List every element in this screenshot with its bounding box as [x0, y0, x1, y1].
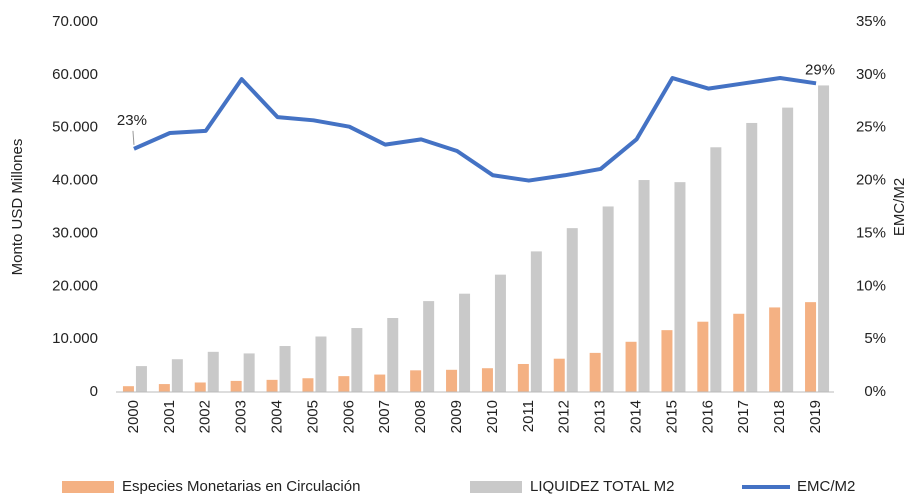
bar [158, 384, 170, 392]
x-tick-label: 2006 [340, 400, 357, 433]
x-tick-label: 2001 [161, 400, 178, 433]
x-tick-label: 2004 [269, 400, 286, 433]
x-tick-label: 2010 [484, 400, 501, 433]
x-tick-label: 2018 [771, 400, 788, 433]
bar [266, 379, 278, 392]
bar [315, 336, 327, 392]
bar [374, 374, 386, 392]
y2-tick-label: 10% [856, 277, 886, 294]
legend-label: LIQUIDEZ TOTAL M2 [530, 478, 674, 495]
bar [710, 147, 722, 392]
bar [638, 180, 650, 392]
x-tick-label: 2002 [197, 400, 214, 433]
bar [410, 370, 422, 392]
x-tick-label: 2013 [592, 400, 609, 433]
legend-label: Especies Monetarias en Circulación [122, 478, 360, 495]
bar [302, 378, 314, 392]
legend-swatch [470, 481, 522, 493]
bar [805, 302, 817, 392]
bar [338, 376, 350, 392]
bar [697, 321, 709, 392]
bar [661, 330, 673, 392]
y-tick-label: 20.000 [52, 277, 98, 294]
bar [494, 274, 506, 392]
bar [517, 363, 529, 392]
y2-tick-label: 5% [864, 330, 886, 347]
bar [674, 182, 686, 392]
legend-label: EMC/M2 [797, 478, 855, 495]
y2-tick-label: 20% [856, 172, 886, 189]
y2-axis-title: EMC/M2 [891, 178, 908, 236]
x-tick-label: 2009 [448, 400, 465, 433]
bar [733, 313, 745, 392]
y-axis-title: Monto USD Millones [9, 139, 26, 276]
bar [530, 251, 542, 392]
bar [782, 107, 794, 392]
bar [171, 359, 183, 392]
x-tick-label: 2011 [520, 400, 537, 432]
bar [279, 346, 291, 392]
bar [446, 369, 458, 392]
bar [243, 353, 255, 392]
x-tick-label: 2014 [628, 400, 645, 433]
y-tick-label: 40.000 [52, 172, 98, 189]
x-tick-label: 2008 [412, 400, 429, 433]
y-tick-label: 60.000 [52, 66, 98, 83]
x-tick-label: 2016 [699, 400, 716, 433]
bar [230, 380, 242, 392]
bar [602, 206, 614, 392]
bar [351, 328, 363, 392]
x-tick-label: 2019 [807, 400, 824, 433]
bar [625, 341, 637, 392]
bar [194, 382, 206, 392]
x-tick-label: 2017 [735, 400, 752, 433]
bar [207, 351, 219, 392]
x-tick-label: 2000 [125, 400, 142, 433]
bar [423, 301, 435, 392]
bar [746, 122, 758, 392]
x-tick-label: 2012 [556, 400, 573, 433]
x-tick-label: 2003 [233, 400, 250, 433]
legend-swatch [62, 481, 114, 493]
leader-line [132, 130, 135, 145]
bar [589, 352, 601, 392]
y-tick-label: 10.000 [52, 330, 98, 347]
y2-tick-label: 0% [864, 383, 886, 400]
bar [566, 228, 578, 392]
y2-tick-label: 35% [856, 13, 886, 30]
bar [459, 293, 471, 392]
bar [481, 368, 493, 392]
y2-tick-label: 15% [856, 224, 886, 241]
y-tick-label: 30.000 [52, 224, 98, 241]
x-tick-label: 2005 [304, 400, 321, 433]
bar [135, 366, 147, 392]
bar [387, 318, 399, 392]
bar [818, 85, 830, 392]
data-label: 29% [805, 61, 835, 78]
line [133, 76, 817, 183]
y-tick-label: 50.000 [52, 119, 98, 136]
x-tick-label: 2007 [376, 400, 393, 433]
y2-tick-label: 25% [856, 119, 886, 136]
x-tick-label: 2015 [663, 400, 680, 433]
y-tick-label: 0 [90, 383, 98, 400]
data-label: 23% [117, 112, 147, 129]
bar [122, 386, 134, 392]
bar [553, 358, 565, 392]
y2-tick-label: 30% [856, 66, 886, 83]
y-tick-label: 70.000 [52, 13, 98, 30]
bar [769, 307, 781, 392]
